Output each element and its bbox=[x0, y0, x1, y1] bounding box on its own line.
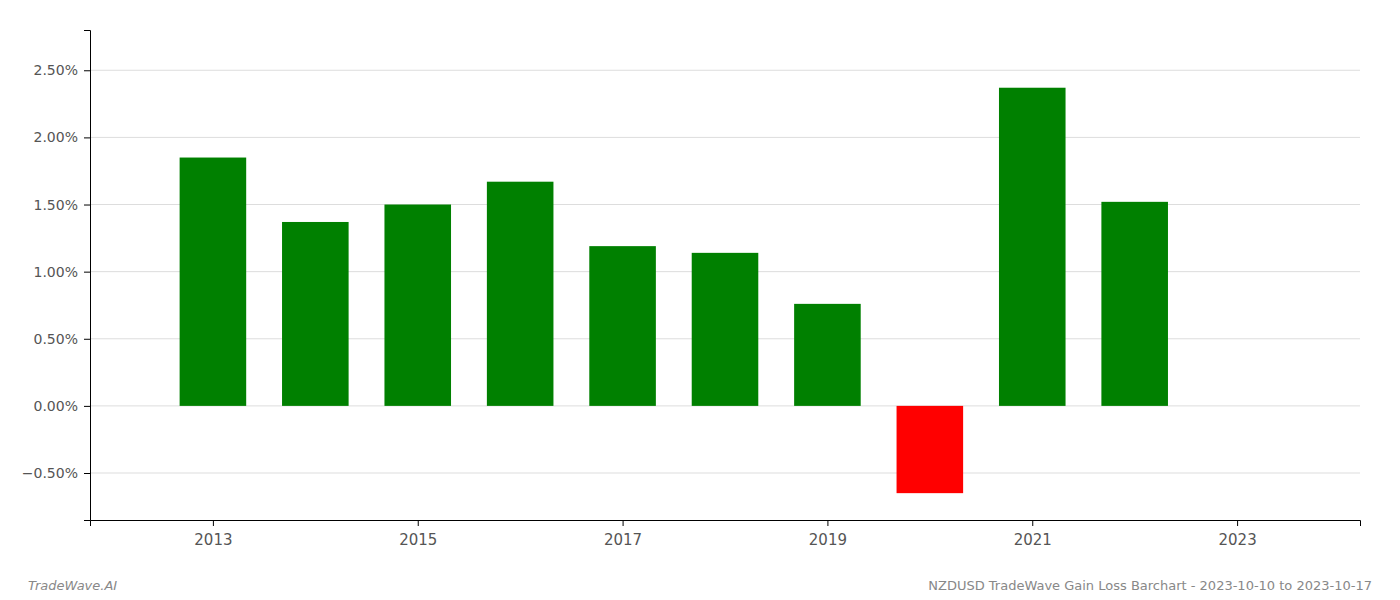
y-tick-mark bbox=[84, 473, 90, 474]
y-tick-mark bbox=[84, 272, 90, 273]
footer-text: NZDUSD TradeWave Gain Loss Barchart - 20… bbox=[928, 578, 1372, 593]
grid-line bbox=[90, 473, 1360, 474]
y-tick: 0.00% bbox=[34, 398, 90, 414]
x-tick-mark bbox=[418, 520, 419, 526]
y-tick-label: 1.00% bbox=[34, 264, 78, 280]
bar bbox=[180, 158, 247, 406]
bar bbox=[794, 304, 861, 406]
y-axis-line bbox=[84, 31, 91, 521]
x-tick-label: 2023 bbox=[1219, 531, 1257, 549]
y-tick: −0.50% bbox=[22, 465, 90, 481]
footer-text: TradeWave.AI bbox=[28, 578, 117, 593]
x-tick-label: 2019 bbox=[809, 531, 847, 549]
x-tick: 2017 bbox=[604, 520, 642, 549]
y-tick-label: 0.50% bbox=[34, 331, 78, 347]
y-tick: 1.50% bbox=[34, 197, 90, 213]
y-tick-label: 2.00% bbox=[34, 129, 78, 145]
x-tick: 2023 bbox=[1219, 520, 1257, 549]
x-tick: 2021 bbox=[1014, 520, 1052, 549]
y-tick-mark bbox=[84, 339, 90, 340]
y-tick: 2.00% bbox=[34, 129, 90, 145]
y-tick-mark bbox=[84, 70, 90, 71]
bar bbox=[999, 88, 1066, 406]
y-tick: 0.50% bbox=[34, 331, 90, 347]
plot-area bbox=[180, 88, 1168, 493]
x-tick-mark bbox=[1032, 520, 1033, 526]
y-tick-mark bbox=[84, 406, 90, 407]
x-tick-mark bbox=[213, 520, 214, 526]
x-tick-label: 2017 bbox=[604, 531, 642, 549]
x-tick-mark bbox=[1237, 520, 1238, 526]
y-tick-label: 2.50% bbox=[34, 62, 78, 78]
grid bbox=[90, 70, 1360, 473]
x-tick: 2019 bbox=[809, 520, 847, 549]
y-tick-label: −0.50% bbox=[22, 465, 78, 481]
y-tick: 1.00% bbox=[34, 264, 90, 280]
grid-line bbox=[90, 137, 1360, 138]
x-tick: 2013 bbox=[194, 520, 232, 549]
x-tick-label: 2021 bbox=[1014, 531, 1052, 549]
x-tick-label: 2015 bbox=[399, 531, 437, 549]
x-axis: 2013 2015 2017 2019 2021 2023 bbox=[91, 520, 1361, 549]
y-tick-mark bbox=[84, 205, 90, 206]
x-tick-mark bbox=[827, 520, 828, 526]
y-axis: −0.50% 0.00% 0.50% 1.00% 1.50% 2.00% 2.50% bbox=[22, 31, 91, 521]
grid-line bbox=[90, 70, 1360, 71]
y-tick-label: 0.00% bbox=[34, 398, 78, 414]
x-tick-label: 2013 bbox=[194, 531, 232, 549]
bar bbox=[897, 406, 964, 493]
y-tick-label: 1.50% bbox=[34, 197, 78, 213]
bar bbox=[282, 222, 349, 406]
bar bbox=[589, 246, 656, 406]
y-tick: 2.50% bbox=[34, 62, 90, 78]
x-tick-mark bbox=[623, 520, 624, 526]
bar bbox=[384, 205, 451, 406]
bar bbox=[1101, 202, 1168, 406]
x-tick: 2015 bbox=[399, 520, 437, 549]
bar bbox=[692, 253, 759, 406]
grid-line bbox=[90, 204, 1360, 205]
chart: 2013 2015 2017 2019 2021 2023 −0.50% 0.00% 0.50%… bbox=[0, 0, 1400, 600]
y-tick-mark bbox=[84, 137, 90, 138]
bar bbox=[487, 182, 554, 406]
x-axis-line bbox=[91, 521, 1361, 527]
